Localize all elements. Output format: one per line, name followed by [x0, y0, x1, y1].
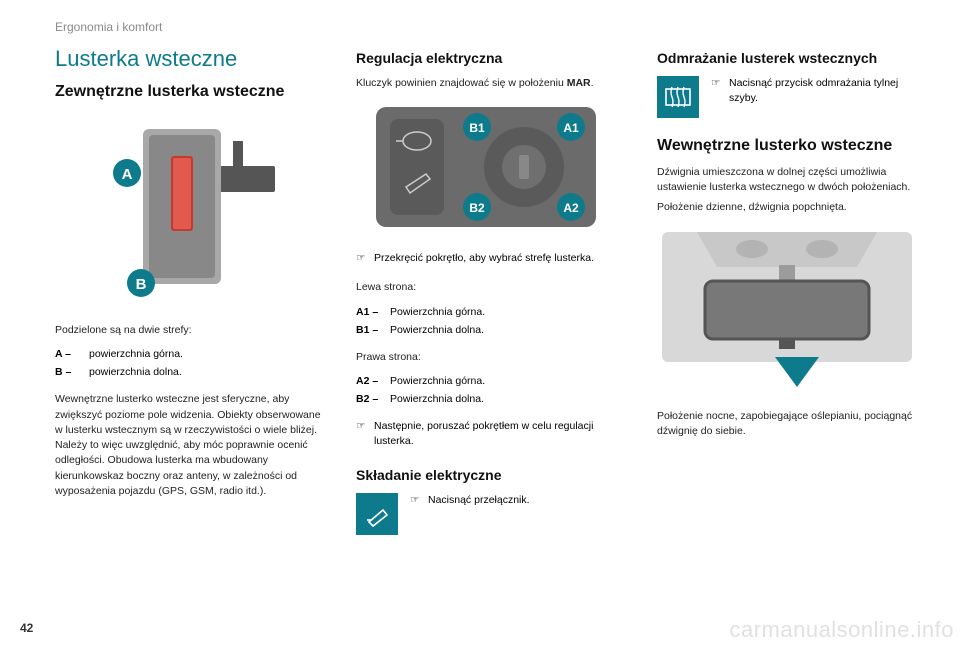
svg-text:A1: A1 — [563, 121, 579, 135]
zone-b-val: powierzchnia dolna. — [89, 366, 328, 378]
zone-a-label: A – — [55, 348, 89, 360]
a1-def: A1 – Powierzchnia górna. — [356, 306, 629, 318]
page-number: 42 — [20, 621, 33, 635]
svg-text:B1: B1 — [469, 121, 485, 135]
page-title: Lusterka wsteczne — [55, 46, 328, 72]
svg-text:B2: B2 — [469, 201, 485, 215]
bullet-arrow-icon: ☞ — [711, 76, 729, 106]
fold-mirror-icon — [356, 493, 398, 535]
mirror-info-paragraph: Wewnętrzne lusterko wsteczne jest sferyc… — [55, 392, 328, 499]
defrost-row: ☞ Nacisnąć przycisk odmrażania tylnej sz… — [657, 76, 930, 118]
rear-defrost-icon — [657, 76, 699, 118]
figure-interior-mirror — [657, 227, 930, 397]
heading-interior-mirror: Wewnętrzne lusterko wsteczne — [657, 136, 930, 155]
heading-electric-fold: Składanie elektryczne — [356, 467, 629, 483]
key-position-note: Kluczyk powinien znajdować się w położen… — [356, 76, 629, 91]
bullet-arrow-icon: ☞ — [356, 251, 374, 266]
bullet-arrow-icon: ☞ — [410, 493, 428, 508]
bullet-arrow-icon: ☞ — [356, 419, 374, 449]
zone-b-label: B – — [55, 366, 89, 378]
svg-text:A2: A2 — [563, 201, 579, 215]
figure-exterior-mirror: A B — [55, 111, 328, 311]
watermark: carmanualsonline.info — [729, 617, 954, 643]
subheading-external-mirrors: Zewnętrzne lusterka wsteczne — [55, 82, 328, 101]
section-header: Ergonomia i komfort — [55, 20, 930, 34]
zone-a-def: A – powierzchnia górna. — [55, 348, 328, 360]
b2-def: B2 – Powierzchnia dolna. — [356, 393, 629, 405]
left-side-label: Lewa strona: — [356, 280, 629, 295]
right-side-label: Prawa strona: — [356, 350, 629, 365]
svg-text:A: A — [122, 166, 133, 183]
a2-def: A2 – Powierzchnia górna. — [356, 375, 629, 387]
lever-paragraph: Dźwignia umieszczona w dolnej części umo… — [657, 165, 930, 195]
adjust-knob-bullet: ☞ Następnie, poruszać pokrętłem w celu r… — [356, 419, 629, 449]
turn-knob-bullet: ☞ Przekręcić pokrętło, aby wybrać strefę… — [356, 251, 629, 266]
night-position: Położenie nocne, zapobiegające oślepiani… — [657, 409, 930, 439]
figure-mirror-control: B1 A1 B2 A2 — [356, 99, 629, 239]
svg-text:B: B — [136, 276, 147, 293]
column-2: Regulacja elektryczna Kluczyk powinien z… — [356, 46, 629, 545]
zone-b-def: B – powierzchnia dolna. — [55, 366, 328, 378]
b1-def: B1 – Powierzchnia dolna. — [356, 324, 629, 336]
heading-electric-adjust: Regulacja elektryczna — [356, 50, 629, 66]
fold-switch-row: ☞ Nacisnąć przełącznik. — [356, 493, 629, 535]
heading-defrost-mirrors: Odmrażanie lusterek wstecznych — [657, 50, 930, 66]
zones-intro: Podzielone są na dwie strefy: — [55, 323, 328, 338]
column-3: Odmrażanie lusterek wstecznych ☞ Nacisną… — [657, 46, 930, 545]
column-1: Lusterka wsteczne Zewnętrzne lusterka ws… — [55, 46, 328, 545]
zone-a-val: powierzchnia górna. — [89, 348, 328, 360]
day-position: Położenie dzienne, dźwignia popchnięta. — [657, 200, 930, 215]
